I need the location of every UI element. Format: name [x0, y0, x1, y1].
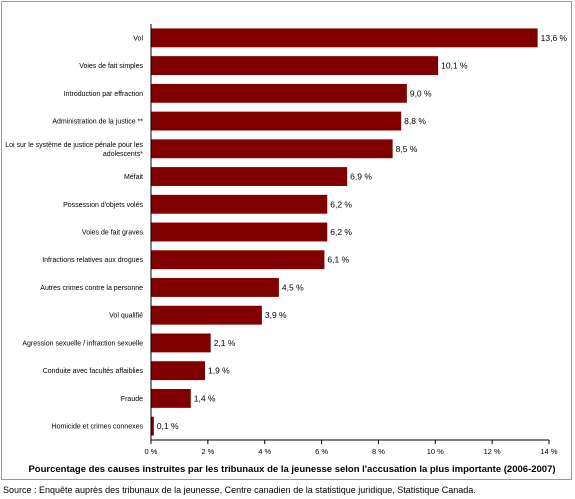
category-label-10: Vol qualifié	[109, 313, 143, 320]
category-label-3: Administration de la justice **	[52, 119, 143, 126]
value-label-8: 6,1 %	[327, 255, 349, 265]
value-label-13: 1,4 %	[194, 393, 216, 403]
category-label-4: Loi sur le système de justice pénale pou…	[5, 142, 143, 158]
category-label-14: Homicide et crimes connexes	[52, 424, 144, 431]
category-label-12: Conduite avec facultés affaiblies	[43, 368, 144, 375]
bar-2	[151, 83, 407, 103]
bar-5	[151, 167, 348, 186]
bar-11	[151, 333, 211, 353]
x-axis-title: Pourcentage des causes instruites par le…	[28, 464, 555, 475]
category-label-2: Introduction par effraction	[64, 91, 143, 98]
value-label-2: 9,0 %	[410, 88, 432, 98]
bar-12	[151, 361, 206, 381]
bar-9	[151, 278, 279, 297]
value-label-9: 4,5 %	[282, 282, 304, 292]
category-label-13: Fraude	[121, 396, 143, 403]
category-label-8: Infractions relatives aux drogues	[42, 257, 143, 264]
value-label-11: 2,1 %	[214, 338, 236, 348]
value-label-10: 3,9 %	[265, 310, 287, 320]
value-label-0: 13,6 %	[541, 33, 568, 43]
category-label-7: Voies de fait graves	[82, 230, 144, 237]
x-tick-label-7: 14 %	[540, 447, 557, 456]
bar-0	[151, 28, 538, 48]
category-label-5: Méfait	[124, 174, 143, 181]
bar-8	[151, 250, 325, 270]
value-label-5: 6,9 %	[350, 172, 372, 182]
category-label-6: Possession d'objets volés	[63, 202, 143, 209]
value-label-12: 1,9 %	[208, 366, 230, 376]
x-tick-label-1: 2 %	[201, 447, 214, 456]
value-label-1: 10,1 %	[441, 61, 468, 71]
bar-6	[151, 194, 328, 214]
bar-4	[151, 139, 393, 159]
category-label-1: Voies de fait simples	[79, 63, 143, 70]
bar-10	[151, 305, 262, 325]
category-label-0: Vol	[133, 35, 143, 42]
x-tick-label-2: 4 %	[258, 447, 271, 456]
bar-1	[151, 56, 439, 76]
value-label-6: 6,2 %	[330, 199, 352, 209]
bar-13	[151, 388, 191, 408]
value-label-7: 6,2 %	[330, 227, 352, 237]
value-label-3: 8,8 %	[404, 116, 426, 126]
bar-3	[151, 111, 402, 131]
category-label-9: Autres crimes contre la personne	[40, 285, 143, 292]
x-tick-label-3: 6 %	[315, 447, 328, 456]
value-label-4: 8,5 %	[396, 144, 418, 154]
bar-7	[151, 222, 328, 242]
bar-chart: Vol 13,6 % Voies de fait simples 10,1 % Intr…	[5, 24, 568, 475]
x-tick-label-6: 12 %	[484, 447, 501, 456]
source-note: Source : Enquête auprès des tribunaux de…	[3, 485, 476, 495]
x-tick-label-4: 8 %	[372, 447, 385, 456]
x-tick-label-5: 10 %	[427, 447, 444, 456]
chart-frame: Vol 13,6 % Voies de fait simples 10,1 % Intr…	[1, 1, 572, 480]
bars-layer: Vol 13,6 % Voies de fait simples 10,1 % Intr…	[5, 28, 568, 436]
category-label-11: Agression sexuelle / infraction sexuelle	[22, 340, 143, 347]
bar-14	[151, 416, 154, 436]
value-label-14: 0,1 %	[157, 421, 179, 431]
ticks-layer: 0 % 2 % 4 % 6 % 8 % 10 % 12 % 14 %	[145, 440, 558, 456]
x-tick-label-0: 0 %	[145, 447, 158, 456]
